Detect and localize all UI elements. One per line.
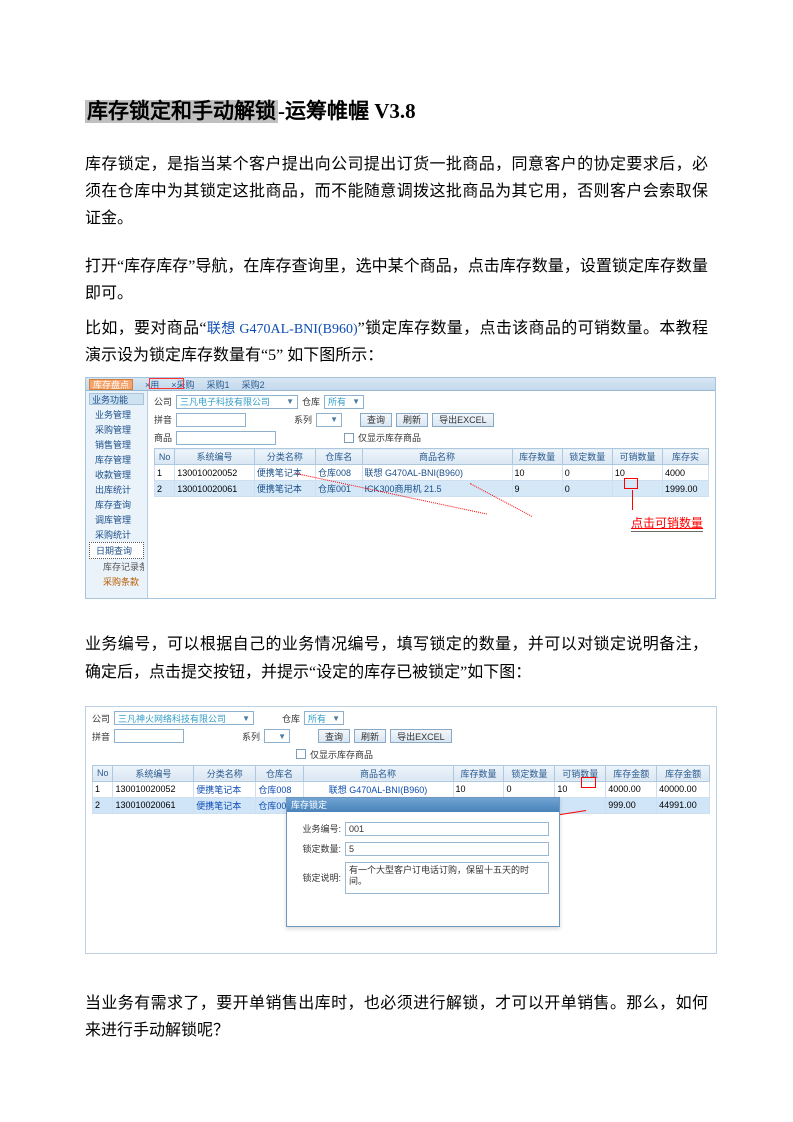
search-button[interactable]: 查询 <box>360 413 392 427</box>
label-lock-note: 锁定说明: <box>297 871 345 884</box>
dialog-title: 库存锁定 <box>287 798 559 812</box>
sidebar-subitem[interactable]: 库存记录条 <box>89 559 144 574</box>
sidebar-item[interactable]: 库存查询 <box>89 497 144 512</box>
stock-only-checkbox[interactable] <box>296 749 306 759</box>
tab-active[interactable]: 库存盘点 <box>89 379 133 390</box>
page-title: 库存锁定和手动解锁-运筹帷幄 V3.8 <box>85 95 708 125</box>
table-row[interactable]: 1 130010020052 便携笔记本 仓库008 联想 G470AL-BNI… <box>93 781 710 797</box>
title-suffix: -运筹帷幄 V3.8 <box>278 99 416 123</box>
label-pinyin: 拼音 <box>92 730 110 743</box>
warehouse-select[interactable]: 所有▼ <box>304 711 344 725</box>
sidebar-item[interactable]: 采购统计 <box>89 527 144 542</box>
screenshot-lock-dialog: 公司 三凡神火网络科技有限公司▼ 仓库 所有▼ 拼音 系列 ▼ 查询 刷新 导出… <box>85 706 717 954</box>
product-name-link[interactable]: 联想 G470AL-BNI(B960) <box>362 465 512 481</box>
sidebar-item[interactable]: 出库统计 <box>89 482 144 497</box>
chevron-down-icon: ▼ <box>278 732 286 741</box>
chevron-down-icon: ▼ <box>286 397 294 406</box>
label-lock-qty: 锁定数量: <box>297 842 345 855</box>
col-sysid: 系统编号 <box>175 449 255 465</box>
type-select[interactable]: ▼ <box>264 729 290 743</box>
col-locked: 锁定数量 <box>562 449 612 465</box>
chevron-down-icon: ▼ <box>242 714 250 723</box>
chevron-down-icon: ▼ <box>330 415 338 424</box>
label-type: 系列 <box>294 413 312 426</box>
sidebar-subitem[interactable]: 采购条款 <box>89 574 144 589</box>
company-select[interactable]: 三凡神火网络科技有限公司▼ <box>114 711 254 725</box>
export-excel-button[interactable]: 导出EXCEL <box>390 729 452 743</box>
para-4: 业务编号，可以根据自己的业务情况编号，填写锁定的数量，并可以对锁定说明备注，确定… <box>85 631 708 685</box>
red-highlight-tab <box>149 378 184 389</box>
chevron-down-icon: ▼ <box>352 397 360 406</box>
company-select[interactable]: 三凡电子科技有限公司▼ <box>176 395 298 409</box>
lock-dialog: 库存锁定 业务编号: 001 锁定数量: 5 锁定说明: 有一个大型客户订电话订… <box>286 797 560 927</box>
product-link[interactable]: 联想 G470AL-BNI(B960) <box>207 322 358 337</box>
main-panel: 公司 三凡电子科技有限公司▼ 仓库 所有▼ 拼音 系列 ▼ 查询 刷新 导出EX… <box>148 391 715 598</box>
pinyin-input[interactable] <box>114 729 184 743</box>
lock-note-textarea[interactable]: 有一个大型客户订电话订购，保留十五天的时间。 <box>345 862 549 894</box>
sidebar-item[interactable]: 业务管理 <box>89 407 144 422</box>
screenshot-inventory-query: 库存盘点 ×用 ×采购 采购1 采购2 业务功能 业务管理 采购管理 销售管理 … <box>85 377 716 599</box>
annotation-circle <box>624 478 638 489</box>
label-pinyin: 拼音 <box>154 413 172 426</box>
reload-button[interactable]: 刷新 <box>396 413 428 427</box>
para-intro-2: 打开“库存库存”导航，在库存查询里，选中某个商品，点击库存数量，设置锁定库存数量… <box>85 253 708 307</box>
sidebar-item-selected[interactable]: 日期查询 <box>89 542 144 559</box>
sidebar-item[interactable]: 收款管理 <box>89 467 144 482</box>
para-5: 当业务有需求了，要开单销售出库时，也必须进行解锁，才可以开单销售。那么，如何来进… <box>85 990 708 1044</box>
sidebar-item[interactable]: 调库管理 <box>89 512 144 527</box>
label-stock-only: 仅显示库存商品 <box>358 431 421 444</box>
label-warehouse: 仓库 <box>282 712 300 725</box>
col-product: 商品名称 <box>362 449 512 465</box>
warehouse-select[interactable]: 所有▼ <box>324 395 364 409</box>
label-company: 公司 <box>92 712 110 725</box>
col-stock: 库存数量 <box>512 449 562 465</box>
annotation-line <box>632 490 633 510</box>
col-warehouse: 仓库名 <box>316 449 363 465</box>
biz-no-input[interactable]: 001 <box>345 822 549 836</box>
annotation-text: 点击可销数量 <box>631 514 703 532</box>
para-intro-3: 比如，要对商品“联想 G470AL-BNI(B960)”锁定库存数量，点击该商品… <box>85 315 708 369</box>
annotation-circle <box>581 777 596 788</box>
label-product: 商品 <box>154 431 172 444</box>
type-select[interactable]: ▼ <box>316 413 342 427</box>
title-highlight: 库存锁定和手动解锁 <box>85 100 278 123</box>
product-input[interactable] <box>176 431 276 445</box>
col-value: 库存实 <box>663 449 709 465</box>
sidebar-header: 业务功能 <box>89 393 144 405</box>
tab-item[interactable]: 采购2 <box>242 378 265 391</box>
inventory-table: No 系统编号 分类名称 仓库名 商品名称 库存数量 锁定数量 可销数量 库存实… <box>154 448 709 497</box>
sidebar-item[interactable]: 采购管理 <box>89 422 144 437</box>
reload-button[interactable]: 刷新 <box>354 729 386 743</box>
stock-only-checkbox[interactable] <box>344 433 354 443</box>
col-no: No <box>155 449 175 465</box>
export-excel-button[interactable]: 导出EXCEL <box>432 413 494 427</box>
label-stock-only: 仅显示库存商品 <box>310 748 373 761</box>
sidebar-item[interactable]: 库存管理 <box>89 452 144 467</box>
chevron-down-icon: ▼ <box>332 714 340 723</box>
label-type: 系列 <box>242 730 260 743</box>
pinyin-input[interactable] <box>176 413 246 427</box>
col-category: 分类名称 <box>254 449 315 465</box>
nav-sidebar: 业务功能 业务管理 采购管理 销售管理 库存管理 收款管理 出库统计 库存查询 … <box>86 391 148 598</box>
para3-a: 比如，要对商品“ <box>85 320 207 337</box>
label-warehouse: 仓库 <box>302 395 320 408</box>
search-button[interactable]: 查询 <box>318 729 350 743</box>
para-intro-1: 库存锁定，是指当某个客户提出向公司提出订货一批商品，同意客户的协定要求后，必须在… <box>85 151 708 233</box>
sidebar-item[interactable]: 销售管理 <box>89 437 144 452</box>
table-header-row: No 系统编号 分类名称 仓库名 商品名称 库存数量 锁定数量 可销数量 库存金… <box>93 765 710 781</box>
label-company: 公司 <box>154 395 172 408</box>
col-avail: 可销数量 <box>612 449 662 465</box>
tab-item[interactable]: 采购1 <box>207 378 230 391</box>
label-biz-no: 业务编号: <box>297 822 345 835</box>
product-name-link[interactable]: 联想 G470AL-BNI(B960) <box>303 781 453 797</box>
table-header-row: No 系统编号 分类名称 仓库名 商品名称 库存数量 锁定数量 可销数量 库存实 <box>155 449 709 465</box>
lock-qty-input[interactable]: 5 <box>345 842 549 856</box>
